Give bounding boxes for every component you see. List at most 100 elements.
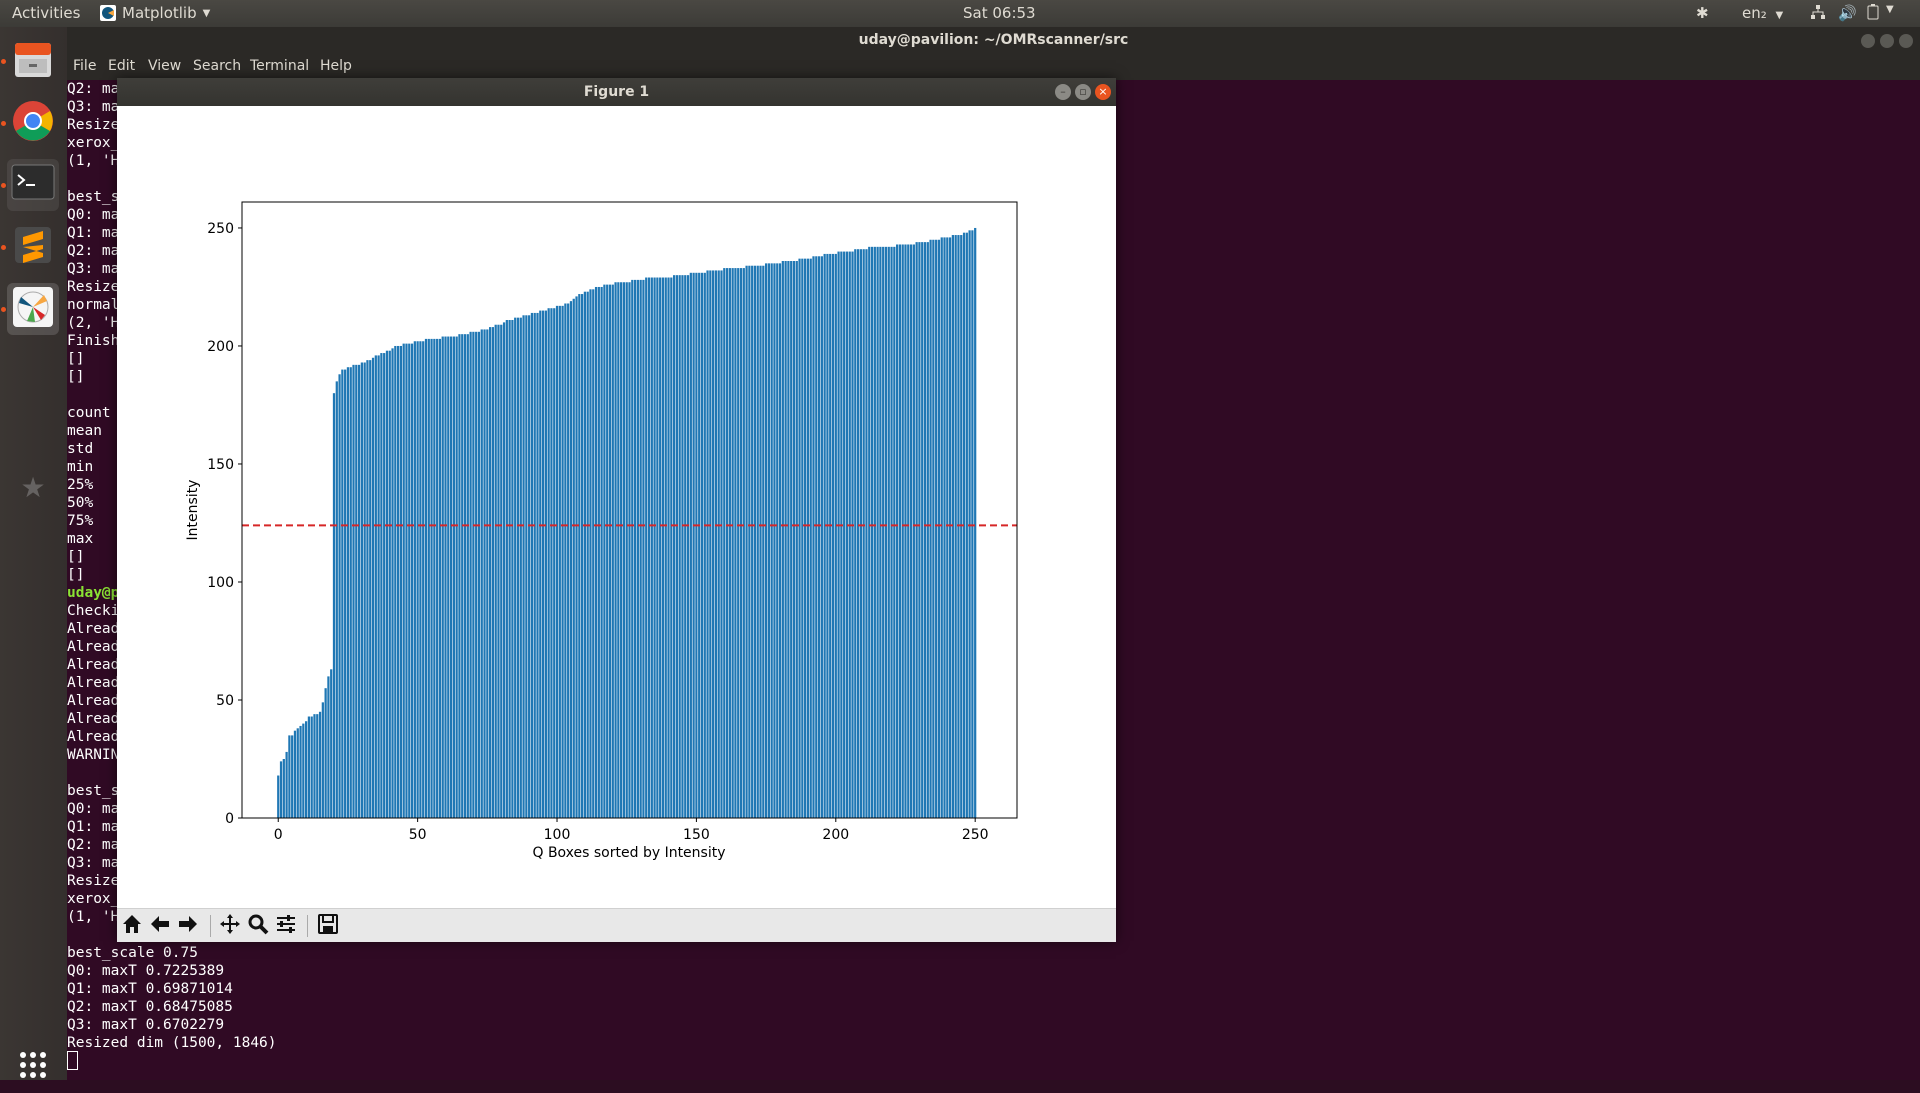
launcher-terminal[interactable] xyxy=(7,159,59,211)
bar xyxy=(935,239,938,818)
terminal-output[interactable]: Q2: ma Q3: ma Resize xerox_ (1, 'H best_s Q0: … xyxy=(67,80,1920,1052)
bar xyxy=(455,336,458,818)
bar xyxy=(363,362,366,818)
language-label: en₂ xyxy=(1742,4,1767,22)
bar xyxy=(723,268,726,818)
bar xyxy=(636,279,639,818)
chart[interactable]: 0 50 100 150 200 250 0 50 100 150 200 250 Q Boxes … xyxy=(117,106,1116,908)
bar xyxy=(912,244,915,819)
launcher-placeholder[interactable]: ★ xyxy=(7,461,59,513)
bar xyxy=(608,284,612,818)
figure-window[interactable]: Figure 1 – ▫ × 0 50 100 150 200 250 0 50 100 150… xyxy=(117,78,1116,942)
menu-search[interactable]: Search xyxy=(193,58,242,74)
bar xyxy=(293,730,297,818)
home-button[interactable] xyxy=(119,913,145,939)
figure-toolbar xyxy=(117,908,1116,942)
bar xyxy=(854,249,857,818)
terminal-close-button[interactable] xyxy=(1899,34,1913,48)
bar xyxy=(686,275,690,818)
sublime-text-icon xyxy=(11,223,55,271)
x-tick-label: 50 xyxy=(409,827,427,843)
terminal-line: Resize xyxy=(67,117,120,133)
bar xyxy=(820,256,823,818)
bar xyxy=(547,308,550,818)
figure-title: Figure 1 xyxy=(117,78,1116,106)
forward-icon xyxy=(177,913,199,939)
language-indicator[interactable]: en₂ ▼ xyxy=(1742,4,1783,22)
terminal-menubar: File Edit View Search Terminal Help xyxy=(67,54,1920,80)
menu-terminal[interactable]: Terminal xyxy=(250,58,310,74)
zoom-button[interactable] xyxy=(245,913,271,939)
bar xyxy=(536,312,539,818)
y-tick-label: 150 xyxy=(207,457,234,473)
bar xyxy=(550,308,553,818)
bar xyxy=(670,277,673,818)
bar xyxy=(759,265,762,819)
terminal-line: Alread xyxy=(67,639,120,655)
bar xyxy=(921,242,924,818)
bar xyxy=(463,334,467,818)
app-menu[interactable]: Matplotlib ▼ xyxy=(100,4,210,22)
bar xyxy=(575,296,578,818)
launcher-matplotlib[interactable] xyxy=(7,283,59,335)
menu-help[interactable]: Help xyxy=(320,58,352,74)
pan-icon xyxy=(219,913,241,939)
figure-minimize-button[interactable]: – xyxy=(1055,84,1071,100)
bar xyxy=(335,381,338,818)
volume-icon[interactable]: 🔊 xyxy=(1838,4,1857,22)
pan-button[interactable] xyxy=(217,913,243,939)
battery-icon[interactable] xyxy=(1867,4,1879,24)
launcher-sublime[interactable] xyxy=(7,221,59,273)
forward-button[interactable] xyxy=(175,913,201,939)
bar xyxy=(344,369,347,818)
bar xyxy=(497,324,500,818)
terminal-line: WARNIN xyxy=(67,747,120,763)
bar xyxy=(965,232,968,818)
clock[interactable]: Sat 06:53 xyxy=(963,4,1036,22)
bar xyxy=(466,334,469,818)
terminal-maximize-button[interactable] xyxy=(1880,34,1894,48)
activities-button[interactable]: Activities xyxy=(12,4,81,22)
configure-button[interactable] xyxy=(273,913,299,939)
menu-view[interactable]: View xyxy=(148,58,182,74)
bar xyxy=(489,327,492,818)
bar xyxy=(831,253,835,819)
show-applications-button[interactable] xyxy=(7,1041,59,1093)
menu-edit[interactable]: Edit xyxy=(108,58,136,74)
bars-group xyxy=(277,227,977,819)
launcher-chrome[interactable] xyxy=(7,97,59,149)
launcher-files[interactable] xyxy=(7,35,59,87)
bar xyxy=(324,688,327,818)
bar xyxy=(700,272,704,818)
bar xyxy=(826,253,829,819)
chevron-down-icon[interactable]: ▼ xyxy=(1886,4,1894,15)
bar xyxy=(962,232,966,818)
chevron-down-icon: ▼ xyxy=(202,7,211,19)
bar xyxy=(804,258,807,818)
bluetooth-icon[interactable]: ✱ xyxy=(1696,4,1709,22)
bar xyxy=(678,275,681,818)
terminal-line: Alread xyxy=(67,711,120,727)
bar xyxy=(606,284,609,818)
bar xyxy=(739,268,743,818)
figure-close-button[interactable]: × xyxy=(1095,84,1111,100)
bar xyxy=(422,341,425,818)
bar xyxy=(408,343,411,818)
menu-file[interactable]: File xyxy=(73,58,97,74)
terminal-line: best_scale 0.75 xyxy=(67,945,198,961)
terminal-minimize-button[interactable] xyxy=(1861,34,1875,48)
bar xyxy=(751,265,754,819)
terminal-line: Q3: ma xyxy=(67,855,120,871)
bar xyxy=(388,350,391,818)
back-button[interactable] xyxy=(147,913,173,939)
bar xyxy=(873,246,876,819)
bar xyxy=(770,263,773,818)
bar xyxy=(569,301,573,818)
network-icon[interactable] xyxy=(1810,4,1826,24)
bar xyxy=(776,263,779,818)
figure-maximize-button[interactable]: ▫ xyxy=(1075,84,1091,100)
bar xyxy=(511,320,514,818)
save-button[interactable] xyxy=(315,913,341,939)
bar xyxy=(541,310,545,818)
bar xyxy=(681,275,684,818)
